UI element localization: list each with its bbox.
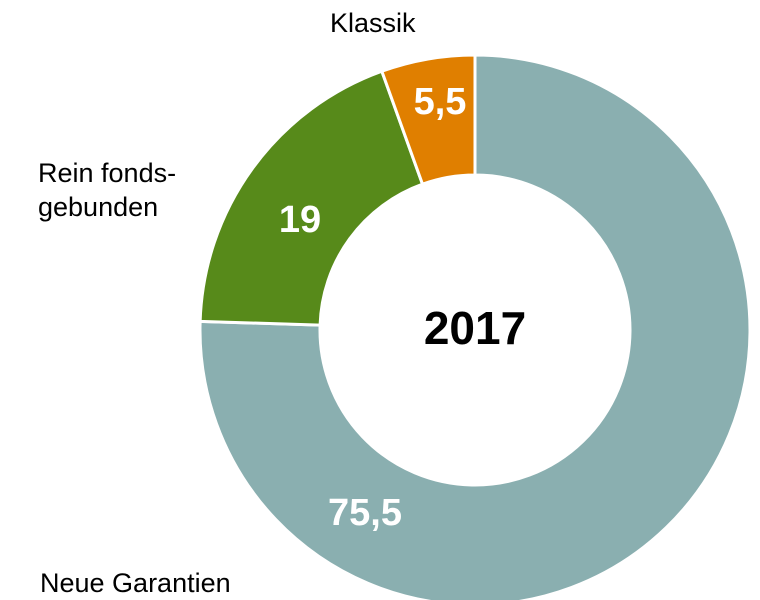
center-title: 2017	[424, 302, 526, 354]
category-label: Klassik	[330, 8, 416, 38]
value-label: 75,5	[328, 492, 402, 534]
category-label: Neue Garantien	[40, 568, 231, 598]
value-label: 19	[279, 199, 321, 241]
donut-slice	[198, 53, 752, 600]
category-label: Rein fonds- gebunden	[38, 158, 177, 222]
donut-slice	[198, 69, 425, 327]
value-label: 5,5	[414, 81, 467, 123]
donut-slice	[379, 53, 477, 187]
